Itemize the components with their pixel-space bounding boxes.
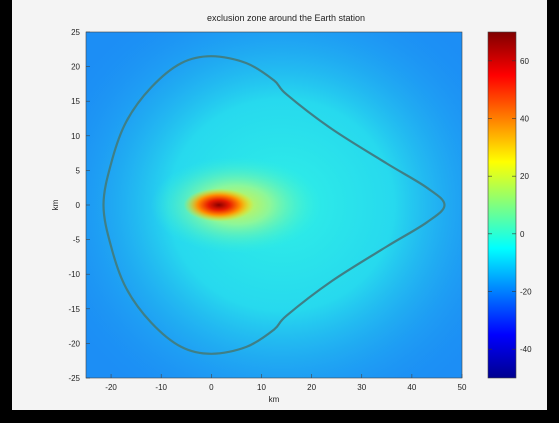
chart-title: exclusion zone around the Earth station — [206, 13, 366, 23]
y-tick-label: -5 — [73, 236, 81, 245]
x-tick-label: 10 — [257, 383, 266, 392]
x-tick-label: -10 — [155, 383, 167, 392]
x-tick-label: 20 — [307, 383, 316, 392]
y-tick-label: 5 — [76, 166, 81, 175]
colorbar — [487, 31, 517, 379]
y-tick-label: 15 — [71, 97, 80, 106]
y-tick-label: -15 — [68, 305, 80, 314]
x-tick-label: 0 — [209, 383, 214, 392]
colorbar-tick-label: 60 — [520, 57, 529, 66]
x-tick-label: -20 — [105, 383, 117, 392]
x-axis-label: km — [269, 395, 280, 404]
y-tick-label: 20 — [71, 63, 80, 72]
x-tick-label: 40 — [407, 383, 416, 392]
colorbar-tick-label: -20 — [520, 288, 532, 297]
exclusion-contour — [102, 55, 446, 355]
y-tick-label: -10 — [68, 270, 80, 279]
colorbar-tick-label: -40 — [520, 345, 532, 354]
y-tick-label: 10 — [71, 132, 80, 141]
y-tick-label: 25 — [71, 28, 80, 37]
field-peak — [183, 188, 254, 222]
y-tick-label: 0 — [76, 201, 81, 210]
x-tick-label: 50 — [458, 383, 467, 392]
colorbar-tick-label: 20 — [520, 172, 529, 181]
y-tick-label: -20 — [68, 339, 80, 348]
x-tick-label: 30 — [357, 383, 366, 392]
colorbar-ticks: 60 40 20 0 -20 -40 — [488, 57, 532, 354]
y-tick-label: -25 — [68, 374, 80, 383]
y-axis-ticks: 25 20 15 10 5 0 -5 -10 -15 -20 -25 — [68, 28, 90, 383]
colorbar-tick-label: 0 — [520, 230, 525, 239]
y-axis-label: km — [51, 199, 60, 210]
colorbar-tick-label: 40 — [520, 115, 529, 124]
plot-area — [86, 32, 462, 378]
x-axis-ticks: -20 -10 0 10 20 30 40 50 — [105, 374, 467, 392]
